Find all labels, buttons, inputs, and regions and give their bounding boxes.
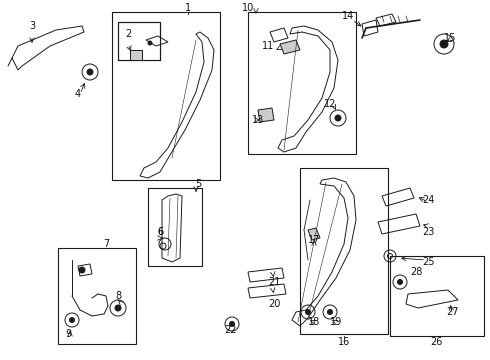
Text: 8: 8 xyxy=(115,291,121,301)
Text: 13: 13 xyxy=(252,115,264,125)
Text: 17: 17 xyxy=(308,235,320,245)
Text: 10: 10 xyxy=(242,3,254,13)
Polygon shape xyxy=(280,40,300,54)
Text: 16: 16 xyxy=(338,337,350,347)
Polygon shape xyxy=(258,108,274,122)
Circle shape xyxy=(327,310,333,315)
Text: 23: 23 xyxy=(422,227,434,237)
Bar xyxy=(300,168,388,334)
Text: 21: 21 xyxy=(268,277,280,287)
Circle shape xyxy=(70,318,74,323)
Circle shape xyxy=(397,279,402,284)
Text: 25: 25 xyxy=(422,257,434,267)
Text: 15: 15 xyxy=(444,33,456,43)
Circle shape xyxy=(335,115,341,121)
Text: 19: 19 xyxy=(330,317,342,327)
Text: 24: 24 xyxy=(422,195,434,205)
Text: 6: 6 xyxy=(157,227,163,237)
Bar xyxy=(58,248,136,344)
Circle shape xyxy=(79,267,85,273)
Polygon shape xyxy=(308,228,320,240)
Text: 22: 22 xyxy=(224,325,236,335)
Text: 7: 7 xyxy=(103,239,109,249)
Text: 9: 9 xyxy=(65,329,71,339)
Text: 27: 27 xyxy=(446,307,458,317)
Text: 1: 1 xyxy=(185,3,191,13)
Bar xyxy=(118,22,160,60)
Text: 20: 20 xyxy=(268,299,280,309)
Circle shape xyxy=(115,305,121,311)
Text: 26: 26 xyxy=(430,337,442,347)
Circle shape xyxy=(229,321,235,327)
Text: 3: 3 xyxy=(29,21,35,31)
Bar xyxy=(148,188,202,266)
Circle shape xyxy=(440,40,448,48)
Text: 2: 2 xyxy=(125,29,131,39)
Bar xyxy=(112,12,220,180)
Text: 5: 5 xyxy=(195,179,201,189)
Text: 4: 4 xyxy=(75,89,81,99)
Text: 6: 6 xyxy=(157,227,163,237)
Text: 12: 12 xyxy=(324,99,336,109)
Circle shape xyxy=(87,69,93,75)
Circle shape xyxy=(305,310,311,315)
Text: 14: 14 xyxy=(342,11,354,21)
Text: 11: 11 xyxy=(262,41,274,51)
Text: 28: 28 xyxy=(410,267,422,277)
Text: 18: 18 xyxy=(308,317,320,327)
Bar xyxy=(248,12,356,154)
Bar xyxy=(390,256,484,336)
Circle shape xyxy=(148,41,152,45)
Polygon shape xyxy=(130,50,142,60)
Bar xyxy=(118,22,160,60)
